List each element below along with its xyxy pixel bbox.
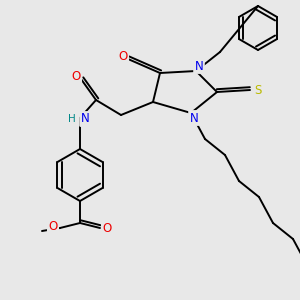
Text: O: O (102, 223, 112, 236)
Text: O: O (71, 70, 81, 83)
Text: O: O (118, 50, 127, 62)
Text: N: N (190, 112, 198, 124)
Text: O: O (48, 220, 58, 232)
Text: N: N (81, 112, 89, 125)
Text: S: S (254, 85, 262, 98)
Text: H: H (68, 114, 76, 124)
Text: N: N (195, 59, 203, 73)
